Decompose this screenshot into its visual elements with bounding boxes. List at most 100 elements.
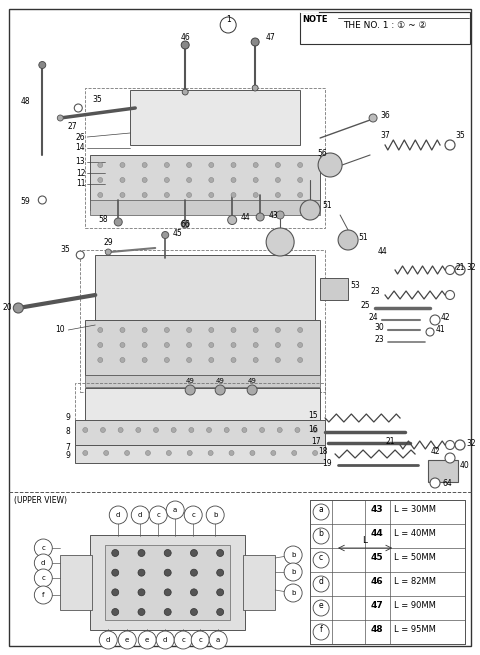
Circle shape: [120, 358, 125, 362]
Text: 11: 11: [76, 179, 85, 189]
Circle shape: [34, 586, 52, 604]
Circle shape: [313, 600, 329, 616]
Circle shape: [445, 265, 455, 274]
Text: (UPPER VIEW): (UPPER VIEW): [14, 496, 67, 505]
Circle shape: [156, 631, 174, 649]
Circle shape: [216, 550, 224, 557]
Circle shape: [295, 428, 300, 432]
Circle shape: [445, 441, 455, 449]
Bar: [75, 445, 325, 463]
Text: 1: 1: [226, 16, 230, 24]
Circle shape: [298, 193, 302, 198]
Circle shape: [313, 576, 329, 592]
Circle shape: [120, 162, 125, 168]
Circle shape: [182, 89, 188, 95]
Circle shape: [300, 200, 320, 220]
Text: 42: 42: [441, 314, 451, 322]
Bar: [90, 155, 320, 210]
Text: THE NO. 1 : ① ~ ②: THE NO. 1 : ① ~ ②: [343, 21, 427, 30]
Circle shape: [215, 385, 225, 395]
Text: 58: 58: [98, 215, 108, 225]
Text: b: b: [319, 529, 324, 538]
Circle shape: [253, 358, 258, 362]
Bar: [330, 554, 342, 570]
Circle shape: [231, 358, 236, 362]
Text: L = 50MM: L = 50MM: [394, 553, 436, 563]
Text: 46: 46: [371, 578, 384, 586]
Circle shape: [187, 162, 192, 168]
Bar: [105, 545, 230, 620]
Circle shape: [142, 178, 147, 183]
Text: c: c: [181, 637, 185, 643]
Circle shape: [98, 178, 103, 183]
Circle shape: [185, 385, 195, 395]
Circle shape: [276, 343, 280, 348]
Circle shape: [253, 162, 258, 168]
Text: c: c: [41, 545, 45, 551]
Circle shape: [191, 608, 197, 616]
Circle shape: [99, 631, 117, 649]
Circle shape: [124, 451, 130, 455]
Circle shape: [216, 589, 224, 596]
Text: 32: 32: [466, 263, 476, 272]
Circle shape: [105, 249, 111, 255]
Circle shape: [142, 358, 147, 362]
Circle shape: [256, 213, 264, 221]
Circle shape: [74, 104, 82, 112]
Circle shape: [98, 328, 103, 333]
Circle shape: [83, 451, 88, 455]
Circle shape: [338, 230, 358, 250]
Circle shape: [83, 428, 88, 432]
Circle shape: [100, 428, 106, 432]
Circle shape: [209, 193, 214, 198]
Bar: [428, 460, 458, 482]
Circle shape: [292, 451, 297, 455]
Circle shape: [154, 428, 158, 432]
Text: 15: 15: [309, 411, 318, 419]
Circle shape: [104, 451, 108, 455]
Circle shape: [149, 506, 167, 524]
Circle shape: [253, 193, 258, 198]
Circle shape: [120, 343, 125, 348]
Circle shape: [76, 251, 84, 259]
Circle shape: [209, 358, 214, 362]
Circle shape: [231, 193, 236, 198]
Circle shape: [277, 428, 282, 432]
Circle shape: [209, 162, 214, 168]
Bar: [75, 420, 325, 445]
Circle shape: [209, 631, 227, 649]
Text: 9: 9: [65, 413, 70, 422]
Text: 12: 12: [76, 168, 85, 178]
Circle shape: [276, 358, 280, 362]
Circle shape: [313, 504, 329, 520]
Text: c: c: [156, 512, 160, 518]
Circle shape: [98, 343, 103, 348]
Circle shape: [114, 218, 122, 226]
Text: e: e: [319, 601, 324, 610]
Circle shape: [276, 193, 280, 198]
Text: b: b: [291, 569, 295, 575]
Circle shape: [138, 569, 145, 576]
Text: 23: 23: [374, 335, 384, 345]
Circle shape: [284, 584, 302, 602]
Circle shape: [445, 140, 455, 150]
Text: d: d: [116, 512, 120, 518]
Text: 13: 13: [76, 157, 85, 166]
Circle shape: [164, 358, 169, 362]
Text: L = 30MM: L = 30MM: [394, 506, 436, 514]
Text: 43: 43: [371, 506, 384, 514]
Circle shape: [142, 193, 147, 198]
Circle shape: [187, 451, 192, 455]
Text: 35: 35: [92, 96, 102, 105]
Circle shape: [247, 385, 257, 395]
Text: 40: 40: [460, 460, 470, 470]
Text: 48: 48: [21, 98, 30, 107]
Circle shape: [250, 451, 255, 455]
Circle shape: [181, 220, 189, 228]
Text: 66: 66: [180, 220, 190, 229]
Text: 32: 32: [466, 438, 476, 447]
Text: 17: 17: [312, 436, 321, 445]
Circle shape: [298, 328, 302, 333]
Circle shape: [276, 162, 280, 168]
Circle shape: [224, 428, 229, 432]
